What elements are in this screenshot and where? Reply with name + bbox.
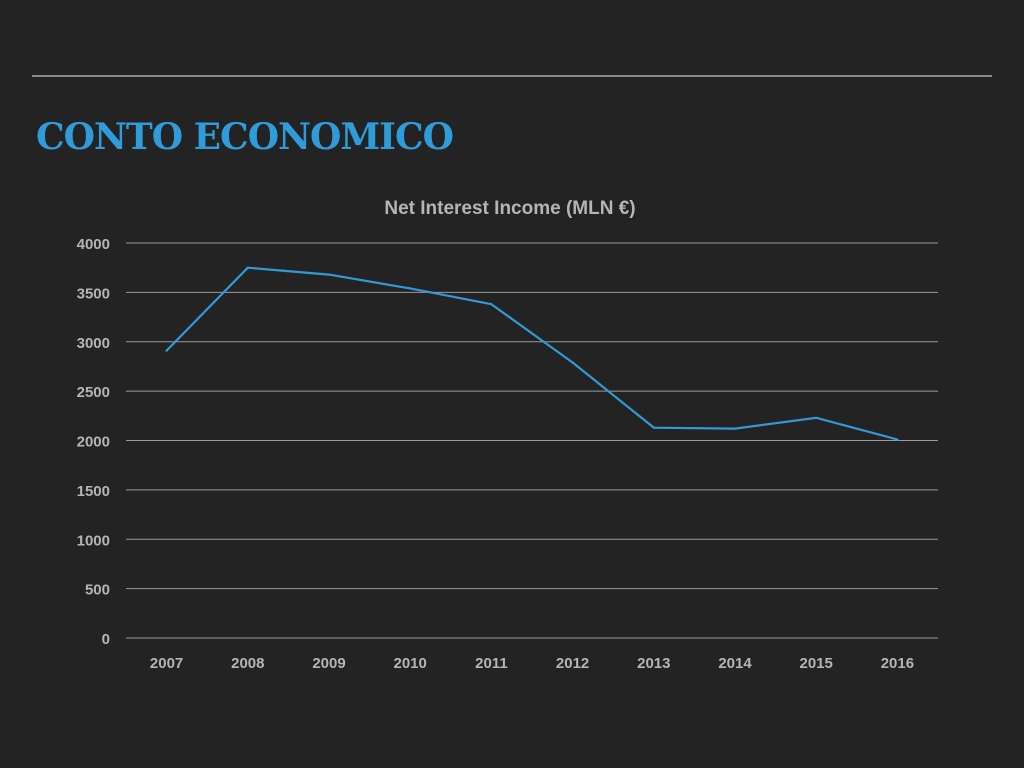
y-tick-label: 1000	[77, 532, 110, 549]
series-layer	[165, 266, 899, 441]
data-point-2013	[652, 426, 655, 429]
y-tick-label: 500	[85, 582, 110, 599]
data-point-2010	[409, 287, 412, 290]
data-point-2007	[165, 349, 168, 352]
data-point-2014	[733, 427, 737, 430]
x-tick-label: 2009	[312, 655, 345, 672]
x-tick-label: 2013	[637, 655, 670, 672]
data-point-2008	[246, 266, 249, 269]
x-tick-label: 2008	[231, 655, 264, 672]
x-tick-label: 2015	[800, 655, 833, 672]
x-tick-label: 2010	[394, 655, 427, 672]
slide-title: CONTO ECONOMICO	[36, 116, 454, 158]
y-tick-label: 3000	[77, 335, 110, 352]
data-point-2012	[571, 361, 574, 364]
series-line-0	[165, 266, 898, 441]
chart-title: Net Interest Income (MLN €)	[384, 198, 635, 219]
data-point-2016	[896, 438, 899, 441]
header-divider	[32, 75, 992, 77]
data-point-2009	[327, 273, 331, 276]
x-tick-label: 2011	[475, 655, 508, 672]
gridlines	[126, 242, 938, 639]
data-point-2015	[815, 416, 818, 419]
y-tick-label: 2500	[77, 384, 110, 401]
y-tick-label: 0	[102, 631, 110, 648]
x-axis-tick-labels: 2007 2008 2009 2010 2011 2012 2013 2014 2015 2016	[150, 655, 914, 672]
y-tick-label: 2000	[77, 434, 110, 451]
x-tick-label: 2014	[718, 655, 752, 672]
y-tick-label: 3500	[77, 285, 110, 302]
data-point-2011	[490, 303, 493, 306]
x-tick-label: 2016	[881, 655, 914, 672]
y-axis-tick-labels: 0 500 1000 1500 2000 2500 3000 3500 4000	[77, 236, 110, 648]
y-tick-label: 4000	[77, 236, 110, 253]
y-tick-label: 1500	[77, 483, 110, 500]
x-tick-label: 2012	[556, 655, 589, 672]
x-tick-label: 2007	[150, 655, 183, 672]
